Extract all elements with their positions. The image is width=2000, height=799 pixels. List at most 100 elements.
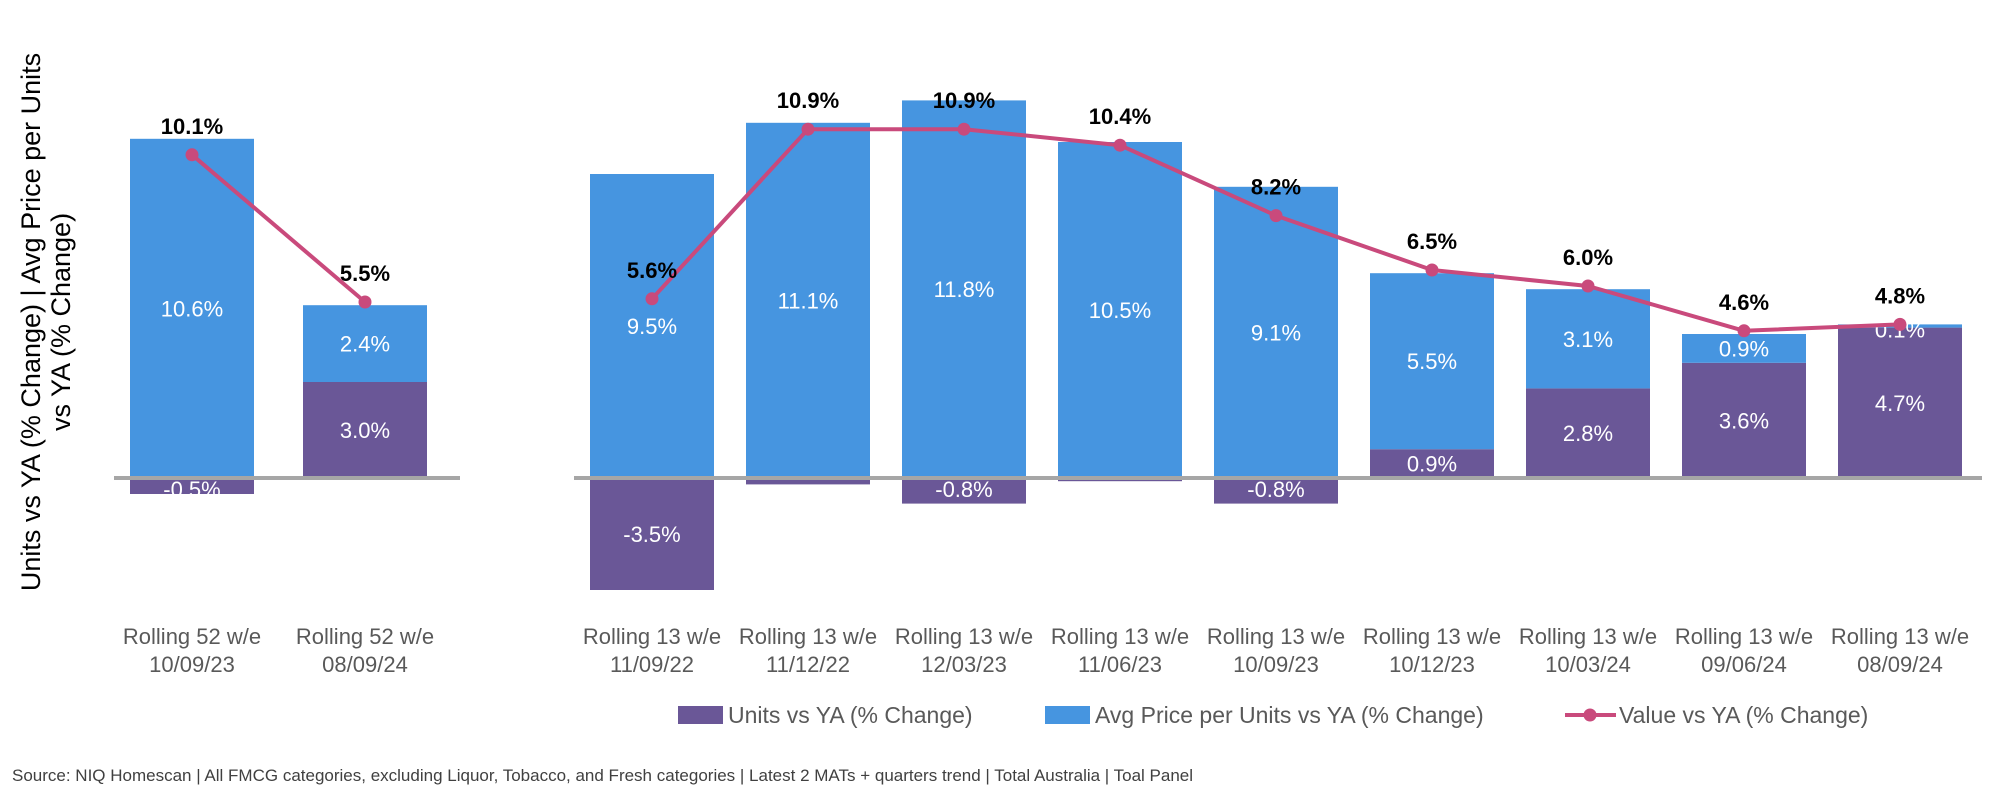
bar-labels-group: -0.5% 10.6% 3.0% 2.4% -3.5% 9.5% 11.1% -0.8% 11.… bbox=[161, 277, 1925, 547]
legend-swatch-units bbox=[678, 706, 723, 724]
value-data-label: 6.0% bbox=[1563, 245, 1613, 270]
avg-price-data-label: 11.8% bbox=[934, 277, 995, 302]
legend-group: Units vs YA (% Change) Avg Price per Unit… bbox=[678, 702, 1868, 728]
avg-price-data-label: 3.1% bbox=[1563, 327, 1613, 352]
bar-avg-price bbox=[1058, 142, 1182, 478]
bar-avg-price bbox=[590, 174, 714, 478]
x-tick-label-line1: Rolling 13 w/e bbox=[1207, 624, 1345, 649]
bar-avg-price bbox=[902, 100, 1026, 479]
legend-swatch-avg-price bbox=[1045, 706, 1090, 724]
value-point bbox=[1893, 317, 1907, 331]
legend-label-units: Units vs YA (% Change) bbox=[728, 702, 973, 728]
x-tick-label-line2: 12/03/23 bbox=[921, 652, 1007, 677]
avg-price-data-label: 2.4% bbox=[340, 332, 390, 357]
value-point bbox=[1425, 263, 1439, 277]
bar-units bbox=[746, 478, 870, 485]
value-data-label: 6.5% bbox=[1407, 229, 1457, 254]
x-tick-label-line1: Rolling 13 w/e bbox=[739, 624, 877, 649]
avg-price-data-label: 9.5% bbox=[627, 314, 677, 339]
legend-label-avg-price: Avg Price per Units vs YA (% Change) bbox=[1095, 702, 1484, 728]
legend-swatch-value-point bbox=[1583, 708, 1597, 722]
value-data-label: 4.6% bbox=[1719, 290, 1769, 315]
avg-price-data-label: 10.6% bbox=[161, 296, 223, 321]
x-tick-label-line1: Rolling 13 w/e bbox=[1519, 624, 1657, 649]
value-data-label: 10.9% bbox=[777, 88, 839, 113]
bar-avg-price bbox=[1526, 289, 1650, 389]
x-tick-label-line1: Rolling 13 w/e bbox=[583, 624, 721, 649]
bar-units bbox=[1526, 388, 1650, 478]
units-data-label: -3.5% bbox=[623, 522, 680, 547]
avg-price-data-label: 11.1% bbox=[778, 288, 839, 313]
source-note: Source: NIQ Homescan | All FMCG categori… bbox=[12, 766, 1194, 785]
value-data-label: 10.4% bbox=[1089, 104, 1151, 129]
value-data-label: 10.1% bbox=[161, 114, 223, 139]
legend-label-value: Value vs YA (% Change) bbox=[1619, 702, 1868, 728]
value-data-label: 5.5% bbox=[340, 261, 390, 286]
value-data-label: 4.8% bbox=[1875, 283, 1925, 308]
bar-avg-price bbox=[130, 138, 254, 479]
value-point bbox=[801, 122, 815, 136]
x-tick-label-line2: 11/06/23 bbox=[1078, 652, 1162, 677]
bar-avg-price bbox=[746, 122, 870, 479]
value-data-label: 10.9% bbox=[933, 88, 995, 113]
value-point bbox=[358, 295, 372, 309]
x-tick-label-line1: Rolling 13 w/e bbox=[1831, 624, 1969, 649]
bar-avg-price bbox=[1214, 186, 1338, 479]
avg-price-data-label: 5.5% bbox=[1407, 349, 1457, 374]
bar-units bbox=[130, 478, 254, 494]
x-tick-label-line1: Rolling 13 w/e bbox=[895, 624, 1033, 649]
y-axis-label-group: Units vs YA (% Change) | Avg Price per U… bbox=[16, 53, 76, 591]
x-tick-label-line2: 11/12/22 bbox=[766, 652, 850, 677]
bar-units bbox=[303, 382, 427, 478]
value-point bbox=[1581, 279, 1595, 293]
bar-units bbox=[902, 478, 1026, 504]
avg-price-data-label: 0.9% bbox=[1719, 336, 1769, 361]
units-data-label: 4.7% bbox=[1875, 391, 1925, 416]
units-data-label: 0.9% bbox=[1407, 452, 1457, 477]
value-data-label: 5.6% bbox=[627, 258, 677, 283]
x-tick-label-line2: 10/03/24 bbox=[1545, 652, 1631, 677]
value-point bbox=[645, 292, 659, 306]
units-data-label: 3.6% bbox=[1719, 408, 1769, 433]
x-ticks-group: Rolling 52 w/e 10/09/23 Rolling 52 w/e 08/0… bbox=[123, 624, 1969, 677]
line-group: 10.1% 5.5% 5.6% 10.9% 10.9% 10.4% 8.2% 6.5% 6.0%… bbox=[161, 88, 1925, 338]
units-data-label: -0.8% bbox=[935, 477, 992, 502]
x-tick-label-line1: Rolling 52 w/e bbox=[296, 624, 434, 649]
x-tick-label-line1: Rolling 13 w/e bbox=[1675, 624, 1813, 649]
x-tick-label-line1: Rolling 52 w/e bbox=[123, 624, 261, 649]
value-point bbox=[185, 148, 199, 162]
chart-svg: Units vs YA (% Change) | Avg Price per U… bbox=[16, 53, 1982, 728]
y-axis-label-line1: Units vs YA (% Change) | Avg Price per U… bbox=[16, 53, 46, 591]
bar-units bbox=[1838, 327, 1962, 478]
bar-units bbox=[1370, 449, 1494, 478]
avg-price-data-label: 10.5% bbox=[1089, 298, 1151, 323]
x-tick-label-line2: 10/09/23 bbox=[1233, 652, 1319, 677]
y-axis-label-line2: vs YA (% Change) bbox=[46, 213, 76, 431]
units-data-label: -0.8% bbox=[1247, 477, 1304, 502]
value-point bbox=[1737, 324, 1751, 338]
value-point bbox=[957, 122, 971, 136]
value-point bbox=[1113, 138, 1127, 152]
x-tick-label-line2: 10/09/23 bbox=[149, 652, 235, 677]
value-line bbox=[190, 153, 367, 304]
bar-units bbox=[1214, 478, 1338, 504]
avg-price-data-label: 9.1% bbox=[1251, 320, 1301, 345]
bar-avg-price bbox=[1682, 334, 1806, 363]
x-tick-label-line2: 11/09/22 bbox=[610, 652, 694, 677]
x-tick-label-line1: Rolling 13 w/e bbox=[1363, 624, 1501, 649]
x-tick-label-line2: 08/09/24 bbox=[1857, 652, 1943, 677]
bar-units bbox=[1682, 362, 1806, 478]
x-tick-label-line2: 08/09/24 bbox=[322, 652, 408, 677]
bar-avg-price bbox=[1370, 273, 1494, 450]
value-point bbox=[1269, 209, 1283, 223]
units-data-label: 2.8% bbox=[1563, 421, 1613, 446]
bars-group bbox=[130, 100, 1962, 590]
value-data-label: 8.2% bbox=[1251, 175, 1301, 200]
bar-units bbox=[590, 478, 714, 590]
units-data-label: -0.5% bbox=[163, 477, 220, 502]
bar-avg-price bbox=[303, 305, 427, 382]
x-tick-label-line2: 09/06/24 bbox=[1701, 652, 1787, 677]
x-tick-label-line1: Rolling 13 w/e bbox=[1051, 624, 1189, 649]
units-data-label: 3.0% bbox=[340, 418, 390, 443]
